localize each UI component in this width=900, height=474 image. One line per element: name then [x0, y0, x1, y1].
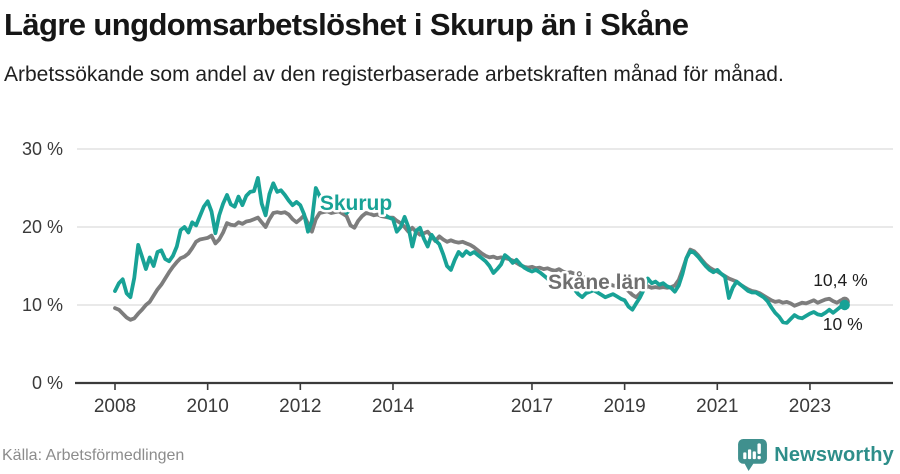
- source-note: Källa: Arbetsförmedlingen: [2, 447, 185, 464]
- inline-series-label-skurup: Skurup: [320, 192, 392, 215]
- x-axis-tick-label: 2023: [789, 396, 831, 417]
- end-value-label-skane-lan: 10,4 %: [813, 270, 867, 290]
- x-axis-tick-label: 2014: [372, 396, 415, 417]
- x-axis-tick-label: 2008: [94, 396, 136, 417]
- newsworthy-bubble-barchart-icon: [738, 439, 768, 471]
- end-value-label-skurup: 10 %: [823, 314, 863, 334]
- page-subtitle: Arbetssökande som andel av den registerb…: [4, 63, 784, 86]
- newsworthy-wordmark: Newsworthy: [774, 444, 894, 466]
- y-axis-tick-label: 0 %: [32, 373, 63, 393]
- x-axis-tick-label: 2017: [511, 396, 553, 417]
- x-axis-tick-label: 2021: [696, 396, 738, 417]
- page-title: Lägre ungdomsarbetslöshet i Skurup än i …: [4, 7, 689, 42]
- y-axis-tick-label: 10 %: [22, 295, 63, 315]
- y-axis-tick-label: 20 %: [22, 217, 63, 237]
- series-line-skane-lan: [113, 209, 847, 322]
- series-line-skurup: [113, 175, 847, 325]
- newsworthy-logo[interactable]: Newsworthy: [738, 439, 894, 472]
- x-axis-tick-label: 2010: [187, 396, 229, 417]
- inline-series-label-skane-lan: Skåne län: [548, 271, 646, 294]
- y-axis-tick-label: 30 %: [22, 139, 63, 159]
- x-axis-tick-label: 2012: [279, 396, 321, 417]
- series-end-dot-skurup: [839, 299, 850, 311]
- x-axis-tick-label: 2019: [603, 396, 645, 417]
